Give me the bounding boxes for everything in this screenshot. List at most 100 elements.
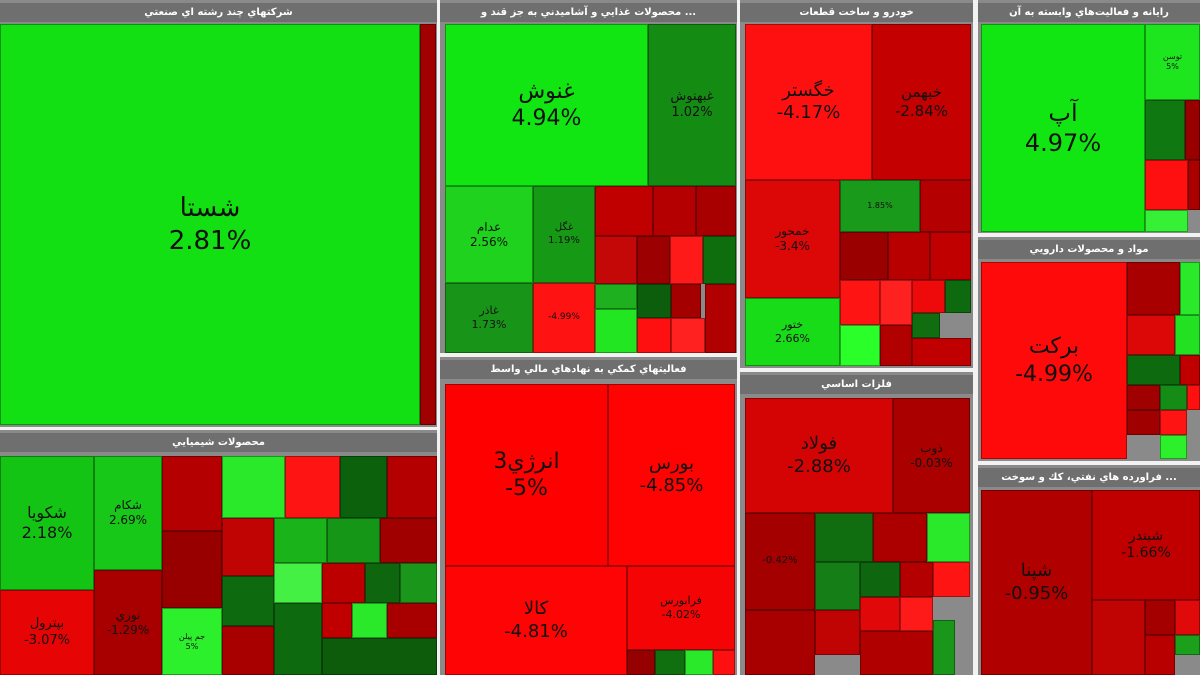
stock-tile[interactable]: خبهمن -2.84% bbox=[872, 24, 971, 180]
stock-tile[interactable] bbox=[703, 236, 736, 284]
stock-tile[interactable]: برکت -4.99% bbox=[981, 262, 1127, 459]
stock-tile[interactable] bbox=[222, 576, 274, 626]
stock-tile[interactable] bbox=[365, 563, 400, 603]
stock-tile[interactable] bbox=[945, 280, 971, 313]
stock-tile[interactable] bbox=[671, 318, 705, 353]
stock-tile[interactable] bbox=[1160, 410, 1187, 435]
sector-title[interactable]: رايانه و فعاليت‌هاي وابسته به آن bbox=[978, 3, 1200, 22]
stock-tile[interactable] bbox=[222, 518, 274, 576]
stock-tile[interactable] bbox=[285, 456, 340, 518]
stock-tile[interactable] bbox=[860, 562, 900, 597]
sector-title[interactable]: فلزات اساسي bbox=[740, 375, 973, 394]
stock-tile[interactable]: کالا -4.81% bbox=[445, 566, 627, 675]
stock-tile[interactable] bbox=[880, 325, 912, 366]
stock-tile[interactable] bbox=[1127, 355, 1180, 385]
stock-tile[interactable]: فرابورس -4.02% bbox=[627, 566, 735, 650]
stock-tile[interactable] bbox=[637, 284, 671, 318]
stock-tile[interactable]: جم پيلن 5% bbox=[162, 608, 222, 675]
stock-tile[interactable]: بورس -4.85% bbox=[608, 384, 735, 566]
sector-title[interactable]: خودرو و ساخت قطعات bbox=[740, 3, 973, 22]
stock-tile[interactable]: شپنا -0.95% bbox=[981, 490, 1092, 675]
stock-tile[interactable]: غاذر 1.73% bbox=[445, 283, 533, 353]
stock-tile[interactable] bbox=[1160, 435, 1187, 459]
stock-tile[interactable]: فولاد -2.88% bbox=[745, 398, 893, 513]
stock-tile[interactable]: -4.99% bbox=[533, 283, 595, 353]
stock-tile[interactable] bbox=[1145, 600, 1175, 635]
stock-tile[interactable] bbox=[327, 518, 380, 563]
stock-tile[interactable] bbox=[162, 456, 222, 531]
stock-tile[interactable] bbox=[912, 338, 971, 366]
stock-tile[interactable]: غبهنوش 1.02% bbox=[648, 24, 736, 186]
stock-tile[interactable] bbox=[840, 232, 888, 280]
stock-tile[interactable]: 1.85% bbox=[840, 180, 920, 232]
stock-tile[interactable] bbox=[1092, 600, 1145, 675]
stock-tile[interactable]: خگستر -4.17% bbox=[745, 24, 872, 180]
stock-tile[interactable] bbox=[352, 603, 387, 638]
stock-tile[interactable] bbox=[815, 610, 860, 655]
stock-tile[interactable] bbox=[840, 325, 880, 366]
stock-tile[interactable] bbox=[900, 562, 933, 597]
stock-tile[interactable]: خمحور -3.4% bbox=[745, 180, 840, 298]
stock-tile[interactable] bbox=[387, 456, 437, 518]
stock-tile[interactable] bbox=[912, 280, 945, 313]
stock-tile[interactable]: -0.42% bbox=[745, 513, 815, 610]
stock-tile[interactable] bbox=[696, 186, 736, 236]
sector-title[interactable]: محصولات شيميايي bbox=[0, 433, 437, 452]
stock-tile[interactable] bbox=[1127, 385, 1160, 410]
stock-tile[interactable] bbox=[900, 597, 933, 631]
stock-tile[interactable] bbox=[595, 309, 637, 353]
stock-tile[interactable] bbox=[888, 232, 930, 280]
stock-tile[interactable] bbox=[670, 236, 703, 284]
stock-tile[interactable] bbox=[930, 232, 971, 280]
stock-tile[interactable] bbox=[1145, 635, 1175, 675]
stock-tile[interactable] bbox=[420, 24, 436, 425]
stock-tile[interactable] bbox=[1185, 100, 1200, 160]
stock-tile[interactable] bbox=[713, 650, 735, 675]
stock-tile[interactable] bbox=[860, 597, 900, 631]
stock-tile[interactable] bbox=[1127, 315, 1175, 355]
stock-tile[interactable] bbox=[322, 563, 365, 603]
stock-tile[interactable]: توسن 5% bbox=[1145, 24, 1200, 100]
stock-tile[interactable] bbox=[880, 280, 912, 325]
stock-tile[interactable]: انرژي3 -5% bbox=[445, 384, 608, 566]
stock-tile[interactable] bbox=[1175, 635, 1200, 655]
stock-tile[interactable]: نوري -1.29% bbox=[94, 570, 162, 675]
stock-tile[interactable] bbox=[274, 563, 322, 603]
stock-tile[interactable] bbox=[840, 280, 880, 325]
stock-tile[interactable] bbox=[912, 313, 940, 338]
stock-tile[interactable] bbox=[627, 650, 655, 675]
sector-title[interactable]: مواد و محصولات دارويي bbox=[978, 240, 1200, 259]
stock-tile[interactable]: شکام 2.69% bbox=[94, 456, 162, 570]
stock-tile[interactable] bbox=[1175, 600, 1200, 635]
stock-tile[interactable] bbox=[1180, 262, 1200, 315]
stock-tile[interactable] bbox=[1188, 160, 1200, 210]
stock-tile[interactable] bbox=[1127, 262, 1180, 315]
stock-tile[interactable] bbox=[340, 456, 387, 518]
stock-tile[interactable] bbox=[1145, 210, 1188, 232]
stock-tile[interactable]: غنوش 4.94% bbox=[445, 24, 648, 186]
stock-tile[interactable]: شبندر -1.66% bbox=[1092, 490, 1200, 600]
stock-tile[interactable] bbox=[274, 518, 327, 563]
stock-tile[interactable] bbox=[322, 603, 352, 638]
stock-tile[interactable]: شستا 2.81% bbox=[0, 24, 420, 425]
stock-tile[interactable] bbox=[920, 180, 971, 232]
stock-tile[interactable] bbox=[222, 456, 285, 518]
stock-tile[interactable] bbox=[815, 562, 860, 610]
stock-tile[interactable] bbox=[927, 513, 970, 562]
sector-title[interactable]: شرکتهاي چند رشته اي صنعتي bbox=[0, 3, 437, 22]
stock-tile[interactable] bbox=[1127, 410, 1160, 435]
stock-tile[interactable] bbox=[162, 531, 222, 608]
stock-tile[interactable] bbox=[595, 186, 653, 236]
stock-tile[interactable] bbox=[653, 186, 696, 236]
stock-tile[interactable] bbox=[745, 610, 815, 675]
stock-tile[interactable] bbox=[1187, 385, 1200, 410]
stock-tile[interactable]: شکويا 2.18% bbox=[0, 456, 94, 590]
stock-tile[interactable] bbox=[595, 284, 637, 309]
stock-tile[interactable] bbox=[685, 650, 713, 675]
stock-tile[interactable] bbox=[637, 318, 671, 353]
stock-tile[interactable] bbox=[815, 513, 873, 562]
stock-tile[interactable] bbox=[655, 650, 685, 675]
stock-tile[interactable] bbox=[1145, 100, 1185, 160]
stock-tile[interactable] bbox=[222, 626, 274, 675]
stock-tile[interactable] bbox=[1175, 315, 1200, 355]
